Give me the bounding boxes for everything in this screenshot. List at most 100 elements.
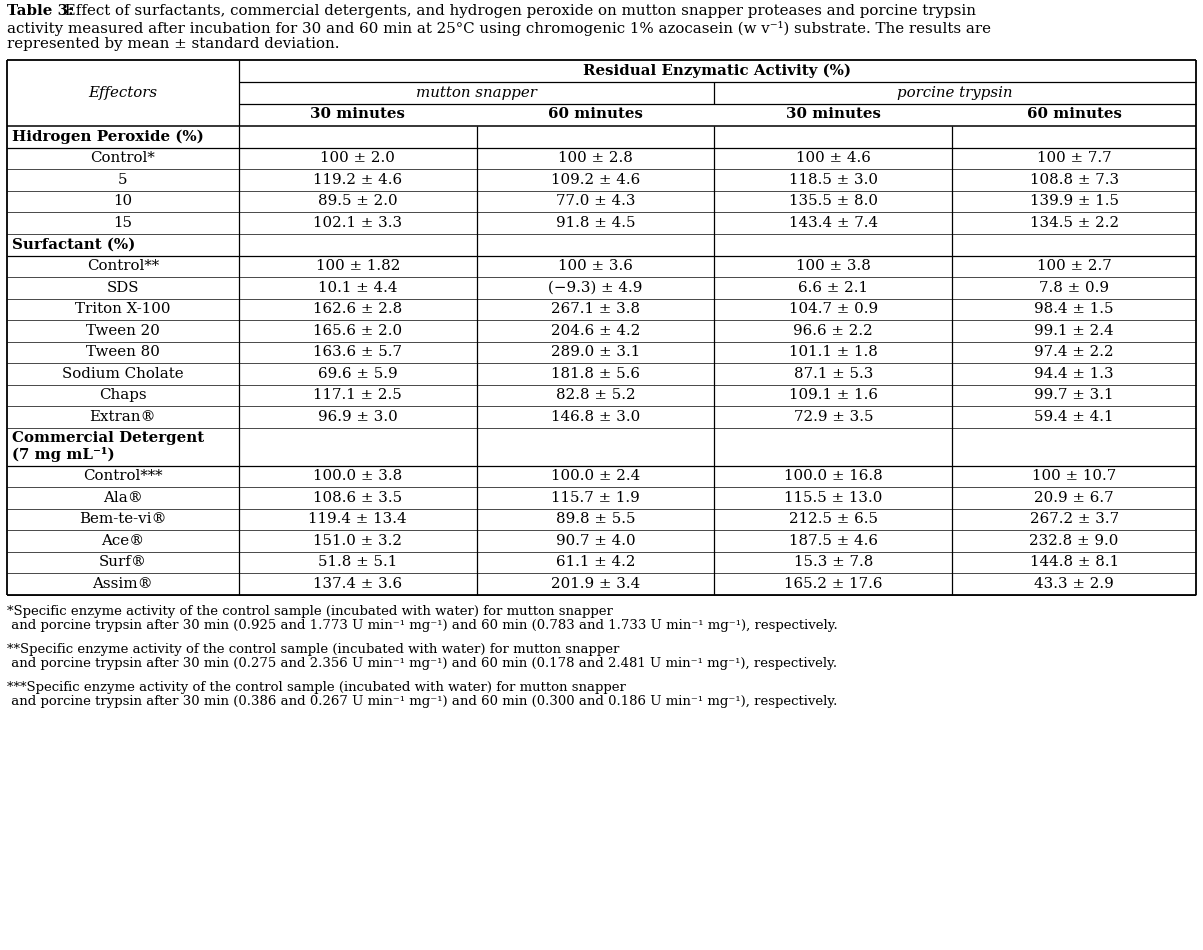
Text: 89.8 ± 5.5: 89.8 ± 5.5 bbox=[556, 512, 635, 526]
Text: 144.8 ± 8.1: 144.8 ± 8.1 bbox=[1030, 555, 1119, 569]
Text: 100.0 ± 3.8: 100.0 ± 3.8 bbox=[313, 469, 402, 484]
Text: Residual Enzymatic Activity (%): Residual Enzymatic Activity (%) bbox=[583, 64, 852, 78]
Text: 232.8 ± 9.0: 232.8 ± 9.0 bbox=[1030, 534, 1119, 548]
Text: 163.6 ± 5.7: 163.6 ± 5.7 bbox=[313, 345, 402, 359]
Text: 15: 15 bbox=[113, 216, 132, 230]
Text: 87.1 ± 5.3: 87.1 ± 5.3 bbox=[794, 367, 873, 381]
Text: 97.4 ± 2.2: 97.4 ± 2.2 bbox=[1035, 345, 1114, 359]
Text: 7.8 ± 0.9: 7.8 ± 0.9 bbox=[1039, 281, 1109, 294]
Text: 100 ± 3.8: 100 ± 3.8 bbox=[796, 259, 871, 274]
Text: 139.9 ± 1.5: 139.9 ± 1.5 bbox=[1030, 194, 1119, 208]
Text: 60 minutes: 60 minutes bbox=[1026, 107, 1121, 122]
Text: and porcine trypsin after 30 min (0.386 and 0.267 U min⁻¹ mg⁻¹) and 60 min (0.30: and porcine trypsin after 30 min (0.386 … bbox=[7, 695, 837, 709]
Text: 30 minutes: 30 minutes bbox=[786, 107, 881, 122]
Text: Extran®: Extran® bbox=[89, 409, 156, 424]
Text: 109.1 ± 1.6: 109.1 ± 1.6 bbox=[789, 389, 878, 402]
Text: 100 ± 2.8: 100 ± 2.8 bbox=[558, 151, 633, 165]
Text: 100 ± 10.7: 100 ± 10.7 bbox=[1032, 469, 1116, 484]
Text: 10: 10 bbox=[113, 194, 132, 208]
Text: and porcine trypsin after 30 min (0.275 and 2.356 U min⁻¹ mg⁻¹) and 60 min (0.17: and porcine trypsin after 30 min (0.275 … bbox=[7, 657, 837, 671]
Text: 72.9 ± 3.5: 72.9 ± 3.5 bbox=[794, 409, 873, 424]
Text: 96.6 ± 2.2: 96.6 ± 2.2 bbox=[794, 324, 873, 338]
Text: 99.7 ± 3.1: 99.7 ± 3.1 bbox=[1035, 389, 1114, 402]
Text: Tween 80: Tween 80 bbox=[85, 345, 160, 359]
Text: Effect of surfactants, commercial detergents, and hydrogen peroxide on mutton sn: Effect of surfactants, commercial deterg… bbox=[60, 4, 976, 18]
Text: activity measured after incubation for 30 and 60 min at 25°C using chromogenic 1: activity measured after incubation for 3… bbox=[7, 21, 991, 35]
Text: 108.8 ± 7.3: 108.8 ± 7.3 bbox=[1030, 173, 1119, 187]
Text: 100 ± 4.6: 100 ± 4.6 bbox=[796, 151, 871, 165]
Text: 201.9 ± 3.4: 201.9 ± 3.4 bbox=[551, 577, 640, 591]
Text: Ala®: Ala® bbox=[103, 491, 143, 504]
Text: 212.5 ± 6.5: 212.5 ± 6.5 bbox=[789, 512, 878, 526]
Text: 143.4 ± 7.4: 143.4 ± 7.4 bbox=[789, 216, 878, 230]
Text: and porcine trypsin after 30 min (0.925 and 1.773 U min⁻¹ mg⁻¹) and 60 min (0.78: and porcine trypsin after 30 min (0.925 … bbox=[7, 619, 837, 633]
Text: 187.5 ± 4.6: 187.5 ± 4.6 bbox=[789, 534, 878, 548]
Text: 267.2 ± 3.7: 267.2 ± 3.7 bbox=[1030, 512, 1119, 526]
Text: Chaps: Chaps bbox=[99, 389, 147, 402]
Text: 100.0 ± 16.8: 100.0 ± 16.8 bbox=[784, 469, 883, 484]
Text: 104.7 ± 0.9: 104.7 ± 0.9 bbox=[789, 302, 878, 316]
Text: 101.1 ± 1.8: 101.1 ± 1.8 bbox=[789, 345, 878, 359]
Text: 15.3 ± 7.8: 15.3 ± 7.8 bbox=[794, 555, 873, 569]
Text: 100 ± 7.7: 100 ± 7.7 bbox=[1037, 151, 1112, 165]
Text: 77.0 ± 4.3: 77.0 ± 4.3 bbox=[556, 194, 635, 208]
Text: SDS: SDS bbox=[107, 281, 140, 294]
Text: 96.9 ± 3.0: 96.9 ± 3.0 bbox=[318, 409, 398, 424]
Text: 102.1 ± 3.3: 102.1 ± 3.3 bbox=[313, 216, 402, 230]
Text: 137.4 ± 3.6: 137.4 ± 3.6 bbox=[313, 577, 402, 591]
Text: Effectors: Effectors bbox=[88, 86, 158, 100]
Text: 94.4 ± 1.3: 94.4 ± 1.3 bbox=[1035, 367, 1114, 381]
Text: represented by mean ± standard deviation.: represented by mean ± standard deviation… bbox=[7, 37, 339, 51]
Text: 98.4 ± 1.5: 98.4 ± 1.5 bbox=[1035, 302, 1114, 316]
Text: 165.6 ± 2.0: 165.6 ± 2.0 bbox=[313, 324, 402, 338]
Text: Tween 20: Tween 20 bbox=[85, 324, 160, 338]
Text: Triton X-100: Triton X-100 bbox=[75, 302, 171, 316]
Text: 119.2 ± 4.6: 119.2 ± 4.6 bbox=[313, 173, 402, 187]
Text: 181.8 ± 5.6: 181.8 ± 5.6 bbox=[551, 367, 640, 381]
Text: 100 ± 3.6: 100 ± 3.6 bbox=[558, 259, 633, 274]
Text: 100 ± 2.0: 100 ± 2.0 bbox=[320, 151, 396, 165]
Text: 59.4 ± 4.1: 59.4 ± 4.1 bbox=[1035, 409, 1114, 424]
Text: Bem-te-vi®: Bem-te-vi® bbox=[79, 512, 167, 526]
Text: 100.0 ± 2.4: 100.0 ± 2.4 bbox=[551, 469, 640, 484]
Text: 151.0 ± 3.2: 151.0 ± 3.2 bbox=[313, 534, 402, 548]
Text: Surf®: Surf® bbox=[99, 555, 147, 569]
Text: Commercial Detergent
(7 mg mL⁻¹): Commercial Detergent (7 mg mL⁻¹) bbox=[12, 430, 205, 463]
Text: 204.6 ± 4.2: 204.6 ± 4.2 bbox=[551, 324, 640, 338]
Text: 51.8 ± 5.1: 51.8 ± 5.1 bbox=[318, 555, 397, 569]
Text: 118.5 ± 3.0: 118.5 ± 3.0 bbox=[789, 173, 878, 187]
Text: 117.1 ± 2.5: 117.1 ± 2.5 bbox=[313, 389, 402, 402]
Text: 90.7 ± 4.0: 90.7 ± 4.0 bbox=[556, 534, 635, 548]
Text: 61.1 ± 4.2: 61.1 ± 4.2 bbox=[556, 555, 635, 569]
Text: 146.8 ± 3.0: 146.8 ± 3.0 bbox=[551, 409, 640, 424]
Text: 162.6 ± 2.8: 162.6 ± 2.8 bbox=[313, 302, 402, 316]
Text: 82.8 ± 5.2: 82.8 ± 5.2 bbox=[556, 389, 635, 402]
Text: Ace®: Ace® bbox=[101, 534, 144, 548]
Text: 30 minutes: 30 minutes bbox=[310, 107, 405, 122]
Text: 119.4 ± 13.4: 119.4 ± 13.4 bbox=[308, 512, 407, 526]
Text: Surfactant (%): Surfactant (%) bbox=[12, 238, 135, 252]
Text: **Specific enzyme activity of the control sample (incubated with water) for mutt: **Specific enzyme activity of the contro… bbox=[7, 642, 620, 656]
Text: *Specific enzyme activity of the control sample (incubated with water) for mutto: *Specific enzyme activity of the control… bbox=[7, 604, 612, 618]
Text: 100 ± 2.7: 100 ± 2.7 bbox=[1037, 259, 1112, 274]
Text: 43.3 ± 2.9: 43.3 ± 2.9 bbox=[1035, 577, 1114, 591]
Text: Hidrogen Peroxide (%): Hidrogen Peroxide (%) bbox=[12, 129, 203, 143]
Text: 10.1 ± 4.4: 10.1 ± 4.4 bbox=[318, 281, 397, 294]
Text: Control***: Control*** bbox=[83, 469, 162, 484]
Text: 89.5 ± 2.0: 89.5 ± 2.0 bbox=[318, 194, 397, 208]
Text: Control**: Control** bbox=[87, 259, 159, 274]
Text: 115.7 ± 1.9: 115.7 ± 1.9 bbox=[551, 491, 640, 504]
Text: 6.6 ± 2.1: 6.6 ± 2.1 bbox=[799, 281, 869, 294]
Text: 108.6 ± 3.5: 108.6 ± 3.5 bbox=[313, 491, 402, 504]
Text: 60 minutes: 60 minutes bbox=[549, 107, 642, 122]
Text: 99.1 ± 2.4: 99.1 ± 2.4 bbox=[1035, 324, 1114, 338]
Text: 115.5 ± 13.0: 115.5 ± 13.0 bbox=[784, 491, 883, 504]
Text: ***Specific enzyme activity of the control sample (incubated with water) for mut: ***Specific enzyme activity of the contr… bbox=[7, 680, 626, 694]
Text: 5: 5 bbox=[118, 173, 128, 187]
Text: 135.5 ± 8.0: 135.5 ± 8.0 bbox=[789, 194, 878, 208]
Text: mutton snapper: mutton snapper bbox=[416, 86, 537, 100]
Text: (−9.3) ± 4.9: (−9.3) ± 4.9 bbox=[549, 281, 642, 294]
Text: 20.9 ± 6.7: 20.9 ± 6.7 bbox=[1035, 491, 1114, 504]
Text: 165.2 ± 17.6: 165.2 ± 17.6 bbox=[784, 577, 883, 591]
Text: 91.8 ± 4.5: 91.8 ± 4.5 bbox=[556, 216, 635, 230]
